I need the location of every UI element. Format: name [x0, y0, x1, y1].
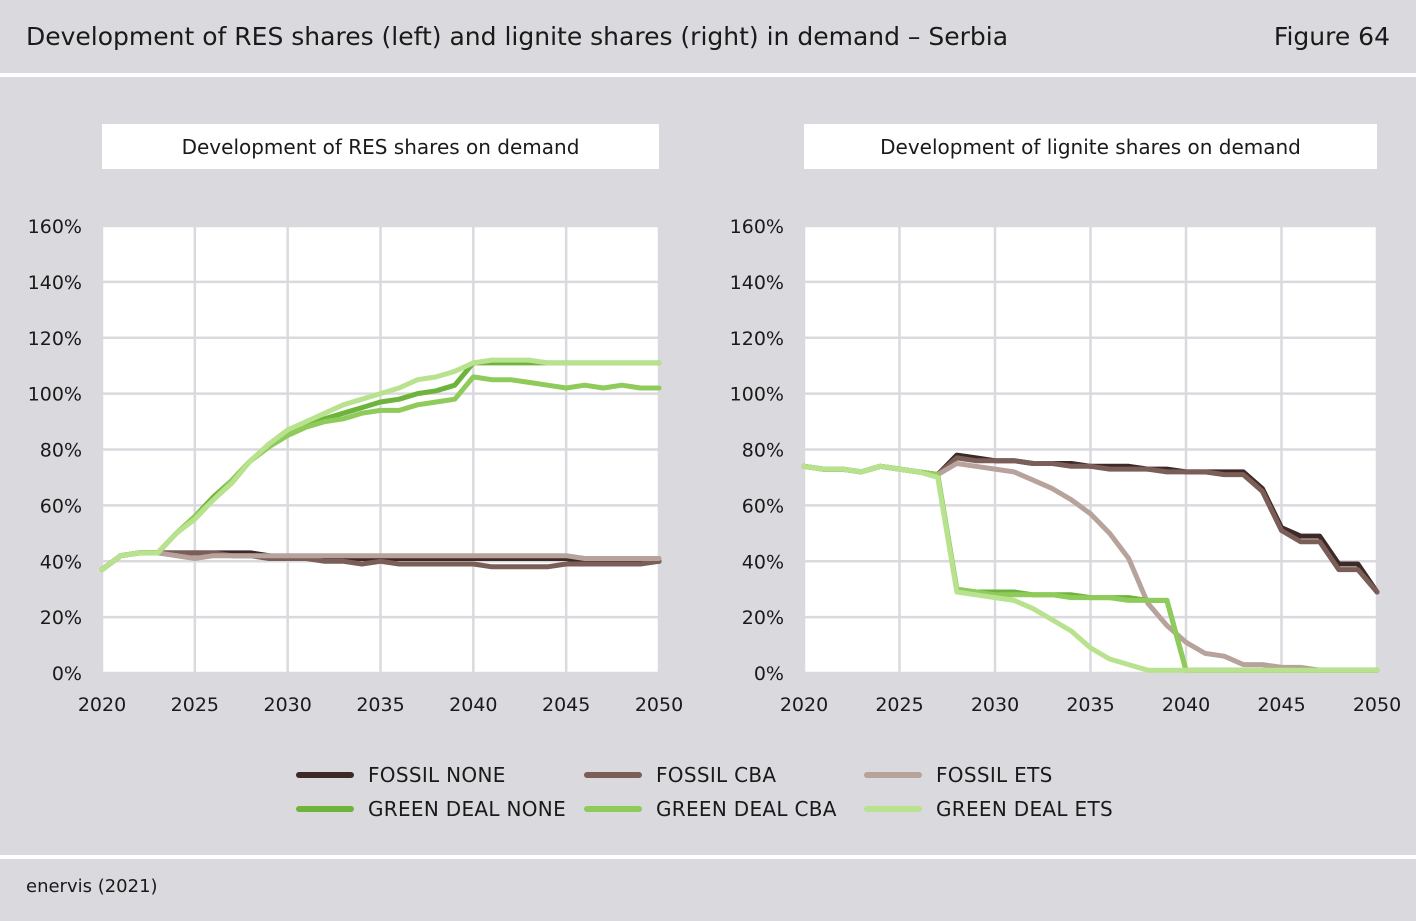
chart1-ytick-label: 120%: [28, 328, 82, 350]
chart2-xtick-label: 2040: [1162, 694, 1210, 716]
chart2-xtick-label: 2030: [971, 694, 1019, 716]
legend-label: FOSSIL CBA: [656, 763, 777, 787]
chart1-series-fossil-ets: [99, 550, 662, 573]
left-chart-title: Development of RES shares on demand: [102, 124, 659, 169]
chart1-ytick-label: 0%: [52, 663, 82, 685]
chart2-series-green-deal-ets: [801, 463, 1380, 673]
legend-label: FOSSIL NONE: [368, 763, 506, 787]
chart1-xtick-label: 2050: [635, 694, 683, 716]
chart2-ytick-label: 20%: [742, 607, 784, 629]
legend-swatch: [864, 806, 922, 812]
legend-label: GREEN DEAL NONE: [368, 797, 567, 821]
chart1-xtick-label: 2030: [263, 694, 311, 716]
legend-item: FOSSIL NONE: [296, 760, 506, 790]
chart1-series-green-deal-ets: [99, 357, 662, 573]
legend-swatch: [584, 806, 642, 812]
chart1-xtick-label: 2025: [171, 694, 219, 716]
chart1-ytick-label: 60%: [40, 495, 82, 517]
legend-swatch: [864, 772, 922, 778]
legend-item: FOSSIL CBA: [584, 760, 776, 790]
right-chart-title: Development of lignite shares on demand: [804, 124, 1377, 169]
legend-swatch: [296, 806, 354, 812]
source-note: enervis (2021): [26, 876, 158, 897]
legend-item: FOSSIL ETS: [864, 760, 1053, 790]
chart2-ytick-label: 120%: [730, 328, 784, 350]
chart2-ytick-label: 160%: [730, 216, 784, 238]
chart1-ytick-label: 20%: [40, 607, 82, 629]
legend-swatch: [584, 772, 642, 778]
chart2-xtick-label: 2050: [1353, 694, 1401, 716]
chart2-xtick-label: 2045: [1257, 694, 1305, 716]
chart2-xtick-label: 2025: [875, 694, 923, 716]
legend: FOSSIL NONE FOSSIL CBA FOSSIL ETS GREEN DEA…: [0, 760, 1416, 830]
top-divider: [0, 73, 1416, 77]
chart1-xtick-label: 2040: [449, 694, 497, 716]
chart1-ytick-label: 80%: [40, 440, 82, 462]
chart2-ytick-label: 0%: [754, 663, 784, 685]
figure-title: Development of RES shares (left) and lig…: [26, 22, 1009, 51]
legend-label: FOSSIL ETS: [936, 763, 1053, 787]
chart1-ytick-label: 140%: [28, 272, 82, 294]
chart1-ytick-label: 40%: [40, 551, 82, 573]
bottom-divider: [0, 855, 1416, 859]
chart1-ytick-label: 100%: [28, 384, 82, 406]
chart2-ytick-label: 40%: [742, 551, 784, 573]
legend-item: GREEN DEAL NONE: [296, 794, 566, 824]
chart1-series-fossil-cba: [99, 550, 662, 573]
chart2-ytick-label: 60%: [742, 495, 784, 517]
chart1-ytick-label: 160%: [28, 216, 82, 238]
chart2-ytick-label: 140%: [730, 272, 784, 294]
legend-swatch: [296, 772, 354, 778]
chart2-xtick-label: 2020: [780, 694, 828, 716]
legend-item: GREEN DEAL CBA: [584, 794, 837, 824]
chart2-ytick-label: 80%: [742, 440, 784, 462]
legend-label: GREEN DEAL CBA: [656, 797, 837, 821]
legend-item: GREEN DEAL ETS: [864, 794, 1113, 824]
chart2-ytick-label: 100%: [730, 384, 784, 406]
chart1-xtick-label: 2045: [542, 694, 590, 716]
figure-number: Figure 64: [1273, 22, 1390, 51]
chart1-xtick-label: 2035: [356, 694, 404, 716]
legend-label: GREEN DEAL ETS: [936, 797, 1113, 821]
chart1-xtick-label: 2020: [78, 694, 126, 716]
header: Development of RES shares (left) and lig…: [0, 0, 1416, 76]
chart2-xtick-label: 2035: [1066, 694, 1114, 716]
